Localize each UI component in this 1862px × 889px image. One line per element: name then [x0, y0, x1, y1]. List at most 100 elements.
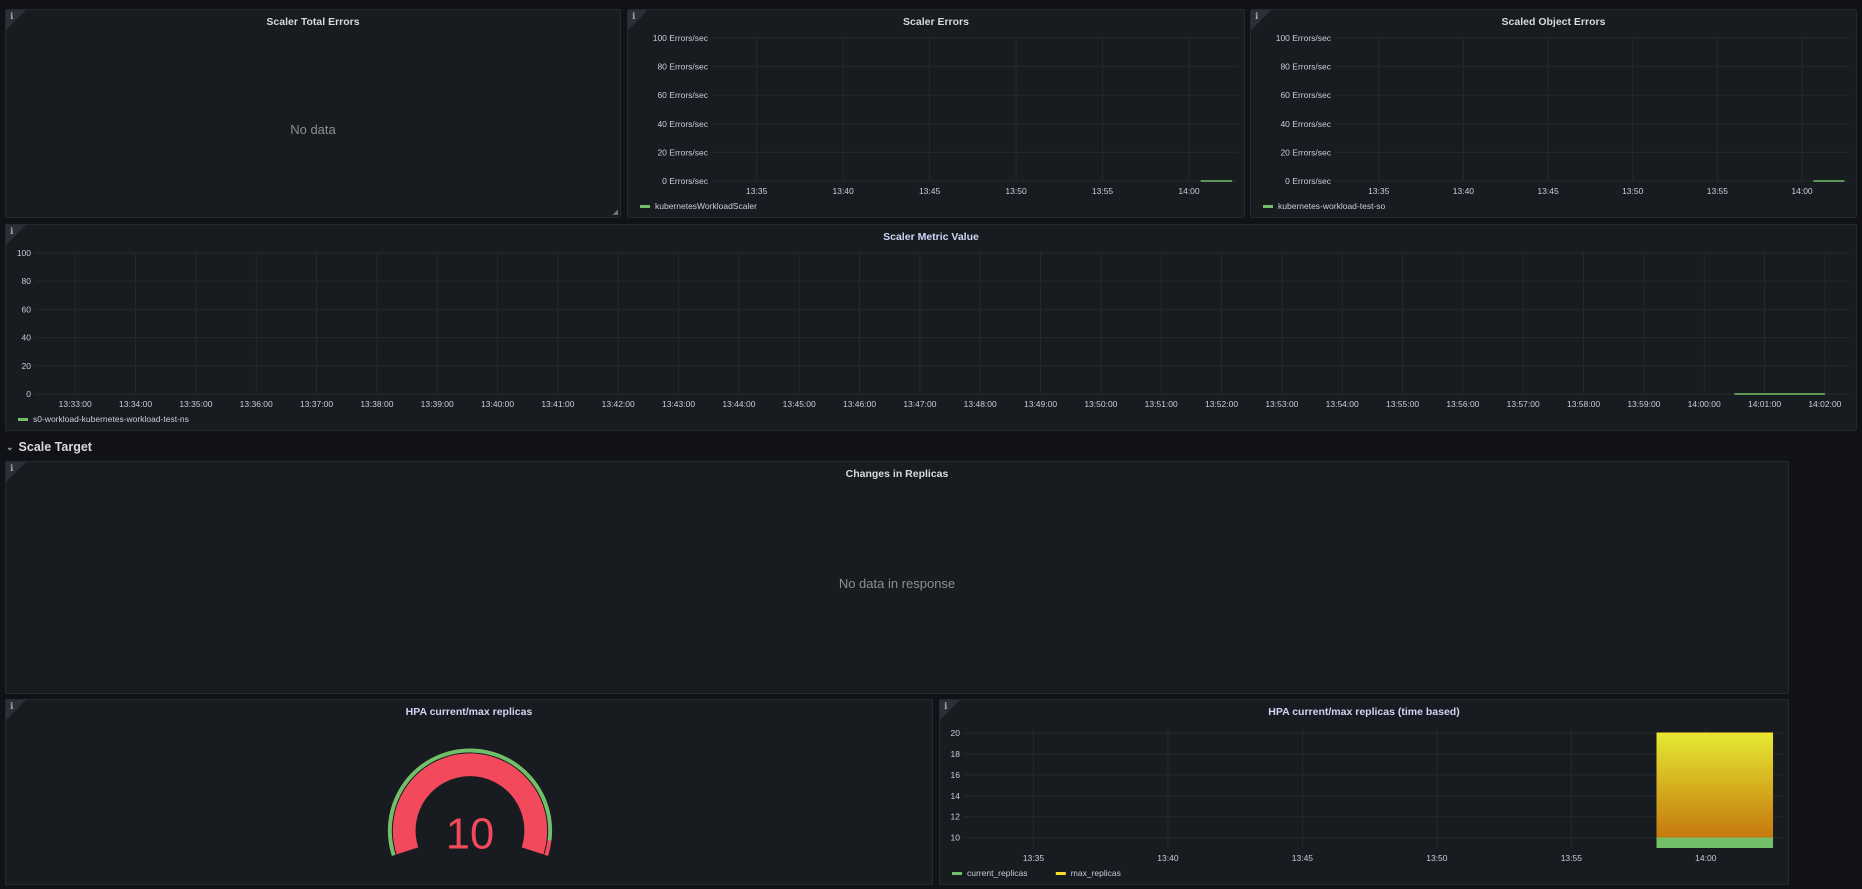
x-tick-label: 13:34:00	[119, 399, 152, 409]
x-tick-label: 13:50	[1005, 186, 1027, 196]
no-data-message: No data	[290, 122, 336, 137]
info-icon[interactable]: ℹ	[632, 11, 636, 21]
y-tick-label: 60 Errors/sec	[657, 90, 708, 100]
y-tick-label: 16	[951, 770, 961, 780]
x-tick-label: 13:53:00	[1265, 399, 1298, 409]
info-icon[interactable]: ℹ	[1255, 11, 1259, 21]
legend-item[interactable]: current_replicas	[967, 868, 1027, 878]
y-tick-label: 40	[22, 333, 32, 343]
y-tick-label: 80	[22, 276, 32, 286]
x-tick-label: 13:36:00	[240, 399, 273, 409]
gauge-threshold-arc-red	[544, 840, 552, 856]
x-tick-label: 14:00:00	[1688, 399, 1721, 409]
series-area-current_replicas[interactable]	[1656, 837, 1774, 848]
x-tick-label: 13:40:00	[481, 399, 514, 409]
y-tick-label: 60	[22, 304, 32, 314]
y-tick-label: 14	[951, 791, 961, 801]
x-tick-label: 14:00	[1178, 186, 1200, 196]
x-tick-label: 14:01:00	[1748, 399, 1781, 409]
x-tick-label: 13:33:00	[59, 399, 92, 409]
y-tick-label: 20	[951, 728, 961, 738]
x-tick-label: 13:35:00	[179, 399, 212, 409]
y-tick-label: 20	[22, 361, 32, 371]
x-tick-label: 13:55	[1561, 853, 1583, 863]
panel-info-corner	[6, 225, 26, 245]
x-tick-label: 13:56:00	[1446, 399, 1479, 409]
legend-swatch	[952, 872, 962, 875]
legend-swatch	[640, 205, 650, 208]
y-tick-label: 20 Errors/sec	[657, 147, 708, 157]
x-tick-label: 13:45	[1292, 853, 1314, 863]
y-tick-label: 10	[951, 833, 961, 843]
x-tick-label: 13:45	[919, 186, 941, 196]
info-icon[interactable]: ℹ	[944, 701, 948, 711]
row-header-scale-target[interactable]: ⌄ Scale Target	[6, 440, 92, 454]
x-tick-label: 13:50	[1622, 186, 1644, 196]
chevron-down-icon[interactable]: ⌄	[6, 441, 14, 452]
panel-title[interactable]: HPA current/max replicas	[405, 706, 533, 718]
series-area-max_replicas[interactable]	[1656, 733, 1774, 838]
y-tick-label: 0 Errors/sec	[662, 176, 709, 186]
panel-hpa-gauge: ℹ HPA current/max replicas 10	[5, 699, 933, 885]
y-tick-label: 0	[26, 389, 31, 399]
panel-title[interactable]: Scaled Object Errors	[1501, 16, 1606, 28]
panel-title[interactable]: HPA current/max replicas (time based)	[1268, 706, 1460, 718]
gauge-value: 10	[446, 810, 494, 858]
panel-scaler-total-errors: ℹ Scaler Total Errors No data ◢	[5, 9, 621, 218]
x-tick-label: 13:48:00	[964, 399, 997, 409]
scaled-object-errors-chart[interactable]: 0 Errors/sec 20 Errors/sec 40 Errors/sec 60…	[1251, 10, 1856, 217]
x-tick-label: 13:52:00	[1205, 399, 1238, 409]
panel-title[interactable]: Scaler Total Errors	[266, 16, 360, 28]
x-tick-label: 13:40	[1157, 853, 1179, 863]
y-tick-label: 60 Errors/sec	[1280, 90, 1331, 100]
legend-item[interactable]: s0-workload-kubernetes-workload-test-ns	[33, 414, 189, 424]
panel-title[interactable]: Scaler Errors	[903, 16, 969, 28]
info-icon[interactable]: ℹ	[10, 463, 14, 473]
info-icon[interactable]: ℹ	[10, 226, 14, 236]
info-icon[interactable]: ℹ	[10, 701, 14, 711]
panel-info-corner	[1251, 10, 1271, 30]
resize-handle-icon[interactable]: ◢	[612, 209, 618, 216]
x-tick-label: 13:55	[1092, 186, 1114, 196]
x-tick-label: 13:45:00	[783, 399, 816, 409]
scaler-errors-chart[interactable]: 0 Errors/sec 20 Errors/sec 40 Errors/sec 60…	[628, 10, 1244, 217]
x-tick-label: 13:44:00	[722, 399, 755, 409]
y-tick-label: 18	[951, 749, 961, 759]
legend-item[interactable]: kubernetes-workload-test-so	[1278, 201, 1386, 211]
x-tick-label: 13:46:00	[843, 399, 876, 409]
x-tick-label: 13:37:00	[300, 399, 333, 409]
info-icon[interactable]: ℹ	[10, 11, 14, 21]
x-tick-label: 13:47:00	[903, 399, 936, 409]
panel-title[interactable]: Changes in Replicas	[845, 468, 949, 480]
x-tick-label: 13:40	[1453, 186, 1475, 196]
gauge-value-arc	[392, 753, 548, 855]
x-tick-label: 13:50	[1426, 853, 1448, 863]
panel-title[interactable]: Scaler Metric Value	[883, 231, 979, 243]
panel-scaled-object-errors: ℹ Scaled Object Errors 0 Errors/sec 20 Er…	[1250, 9, 1857, 218]
panel-changes-in-replicas: ℹ Changes in Replicas No data in respons…	[5, 461, 1789, 694]
x-tick-label: 13:59:00	[1627, 399, 1660, 409]
x-tick-label: 13:35	[1368, 186, 1390, 196]
y-tick-label: 12	[951, 812, 961, 822]
legend-item[interactable]: kubernetesWorkloadScaler	[655, 201, 757, 211]
panel-info-corner	[6, 700, 26, 720]
legend-swatch	[1263, 205, 1273, 208]
legend-item[interactable]: max_replicas	[1071, 868, 1121, 878]
hpa-time-chart[interactable]: 10 12 14 16 18 20 13:35 13:40 13:45 13:50 13:55 14:…	[940, 700, 1788, 884]
panel-scaler-errors: ℹ Scaler Errors 0 Errors/sec 20 Errors/se…	[627, 9, 1245, 218]
x-tick-label: 14:02:00	[1808, 399, 1841, 409]
y-tick-label: 40 Errors/sec	[1280, 119, 1331, 129]
x-tick-label: 13:50:00	[1084, 399, 1117, 409]
x-tick-label: 13:35	[746, 186, 768, 196]
x-tick-label: 13:43:00	[662, 399, 695, 409]
x-tick-label: 13:41:00	[541, 399, 574, 409]
row-title: Scale Target	[18, 440, 92, 454]
x-tick-label: 13:55:00	[1386, 399, 1419, 409]
hpa-gauge: 10	[387, 748, 553, 858]
y-tick-label: 100 Errors/sec	[653, 33, 709, 43]
x-tick-label: 13:54:00	[1326, 399, 1359, 409]
x-tick-label: 14:00	[1695, 853, 1717, 863]
x-tick-label: 13:49:00	[1024, 399, 1057, 409]
x-tick-label: 13:57:00	[1507, 399, 1540, 409]
scaler-metric-value-chart[interactable]: 0 20 40 60 80 100 13:33:00 13:34:00 13:35:00 13:3…	[6, 225, 1856, 430]
